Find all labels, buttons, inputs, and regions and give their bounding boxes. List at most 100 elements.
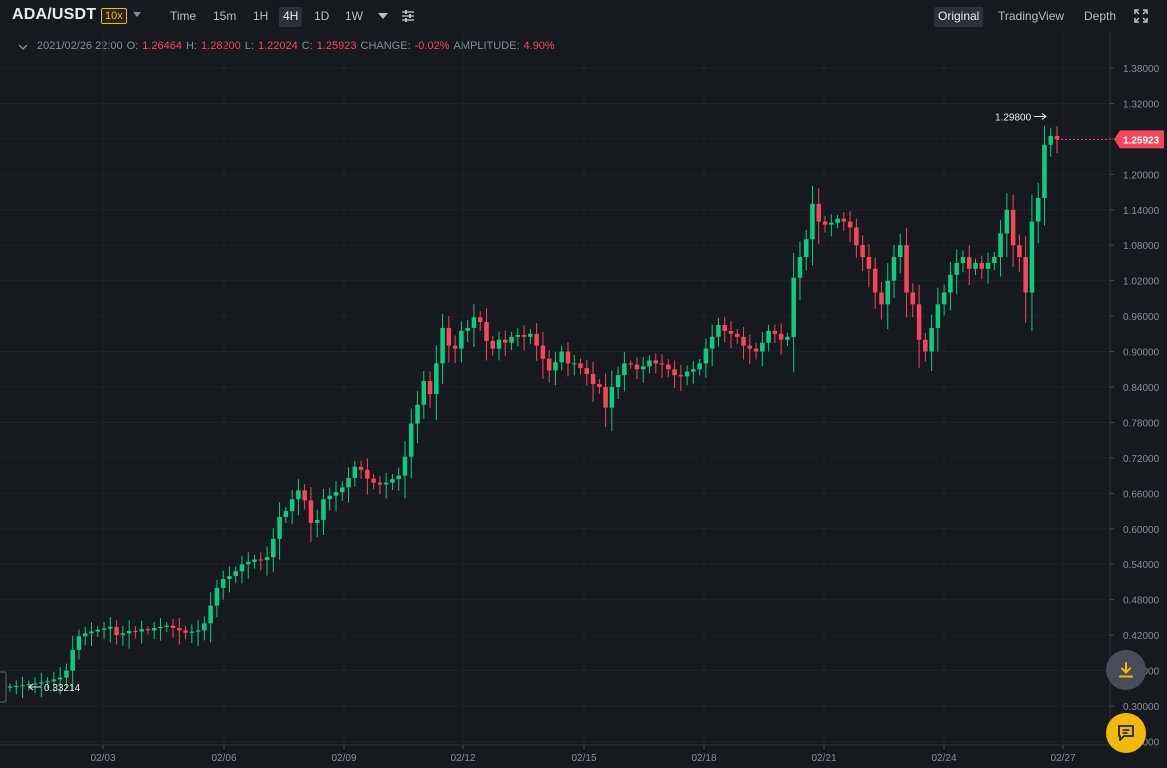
candle-body [803, 239, 809, 258]
fullscreen-icon[interactable] [1133, 8, 1149, 24]
candle-body [509, 336, 514, 343]
candle-body [735, 333, 740, 337]
candle-body [634, 364, 640, 370]
current-price-tag [1114, 130, 1164, 149]
candle-body [923, 339, 928, 352]
y-tick-label: 1.08000 [1123, 241, 1160, 252]
interval-15m[interactable]: 15m [213, 9, 237, 23]
candle-body [898, 245, 903, 258]
candle-body [860, 245, 865, 258]
interval-time[interactable]: Time [170, 9, 197, 23]
interval-1w[interactable]: 1W [345, 9, 363, 23]
candle-body [854, 227, 859, 246]
view-original-tab[interactable]: Original [934, 7, 984, 27]
candle-body [747, 345, 753, 349]
candle-body [691, 369, 696, 372]
candle-body [816, 203, 822, 222]
low-price-label: 0.33214 [44, 683, 81, 694]
candle-body [496, 339, 502, 349]
candle-body [189, 631, 195, 633]
candle-body [992, 257, 997, 263]
y-tick-label: 0.66000 [1123, 489, 1160, 500]
candle-body [264, 557, 270, 561]
candle-body [365, 469, 370, 479]
view-depth-tab[interactable]: Depth [1084, 9, 1117, 23]
change-value: -0.02% [414, 40, 450, 52]
collapse-ohlc-icon[interactable] [18, 42, 28, 52]
candle-body [1004, 209, 1010, 234]
leverage-dropdown-icon[interactable] [133, 12, 141, 17]
high-arrow-head [1041, 113, 1047, 120]
candlestick-chart[interactable]: 1.380001.320001.260001.200001.140001.080… [0, 32, 1167, 768]
pair-title[interactable]: ADA/USDT [12, 6, 97, 23]
candle-body [26, 684, 32, 686]
candle-body [891, 257, 897, 281]
low-label: L: [244, 40, 254, 52]
candle-body [534, 333, 539, 346]
candle-body [390, 479, 395, 483]
candle-body [628, 363, 633, 365]
candle-body [465, 327, 470, 331]
candle-body [214, 587, 220, 606]
candle-body [810, 203, 815, 240]
candle-body [597, 384, 602, 387]
candle-body [340, 487, 345, 493]
candle-body [459, 330, 464, 349]
interval-4h[interactable]: 4H [279, 7, 303, 27]
candle-body [484, 322, 489, 341]
candle-body [233, 571, 238, 577]
candle-body [960, 257, 966, 263]
candle-body [791, 277, 796, 337]
candle-body [760, 342, 765, 352]
view-tradingview-tab[interactable]: TradingView [998, 9, 1065, 23]
close-label: C: [301, 40, 313, 52]
download-button[interactable] [1106, 650, 1146, 690]
candle-body [609, 387, 615, 408]
left-scroll-handle[interactable] [0, 671, 7, 703]
y-tick-label: 1.02000 [1123, 277, 1160, 288]
candle-body [728, 330, 734, 334]
candle-body [879, 292, 884, 305]
candle-body [252, 559, 257, 562]
chat-button[interactable] [1106, 713, 1146, 753]
candle-body [528, 333, 533, 337]
x-tick-label: 02/03 [90, 753, 115, 764]
close-value: 1.25923 [316, 40, 357, 52]
candle-body [973, 262, 978, 269]
candle-body [82, 633, 88, 637]
candle-body [503, 339, 508, 343]
interval-1d[interactable]: 1D [314, 9, 330, 23]
candle-body [452, 345, 458, 349]
candle-body [797, 257, 803, 278]
interval-1h[interactable]: 1H [253, 9, 269, 23]
candle-body [822, 221, 828, 225]
x-tick-label: 02/18 [691, 753, 716, 764]
y-tick-label: 1.38000 [1123, 64, 1160, 75]
candle-body [1054, 135, 1060, 140]
more-intervals-icon[interactable] [378, 13, 388, 19]
download-icon [1119, 662, 1133, 678]
candle-body [666, 364, 671, 370]
candle-body [183, 630, 188, 633]
candle-body [120, 633, 126, 636]
candle-body [1048, 135, 1053, 145]
candle-body [283, 511, 289, 517]
candle-body [346, 477, 351, 488]
candle-body [101, 628, 107, 630]
candle-body [966, 257, 972, 269]
candle-body [1017, 245, 1022, 258]
candle-body [741, 336, 746, 346]
candle-body [1010, 209, 1016, 246]
candle-body [51, 679, 57, 682]
leverage-badge[interactable]: 10x [101, 8, 127, 24]
chart-settings-icon[interactable] [400, 8, 416, 24]
low-value: 1.22024 [257, 40, 298, 52]
amplitude-label: AMPLITUDE: [453, 40, 520, 52]
candle-body [145, 629, 151, 631]
candle-body [296, 490, 301, 500]
high-label: H: [186, 40, 198, 52]
candle-body [245, 561, 251, 565]
chat-icon [1118, 725, 1134, 741]
candle-body [985, 262, 991, 269]
candle-body [308, 500, 314, 523]
